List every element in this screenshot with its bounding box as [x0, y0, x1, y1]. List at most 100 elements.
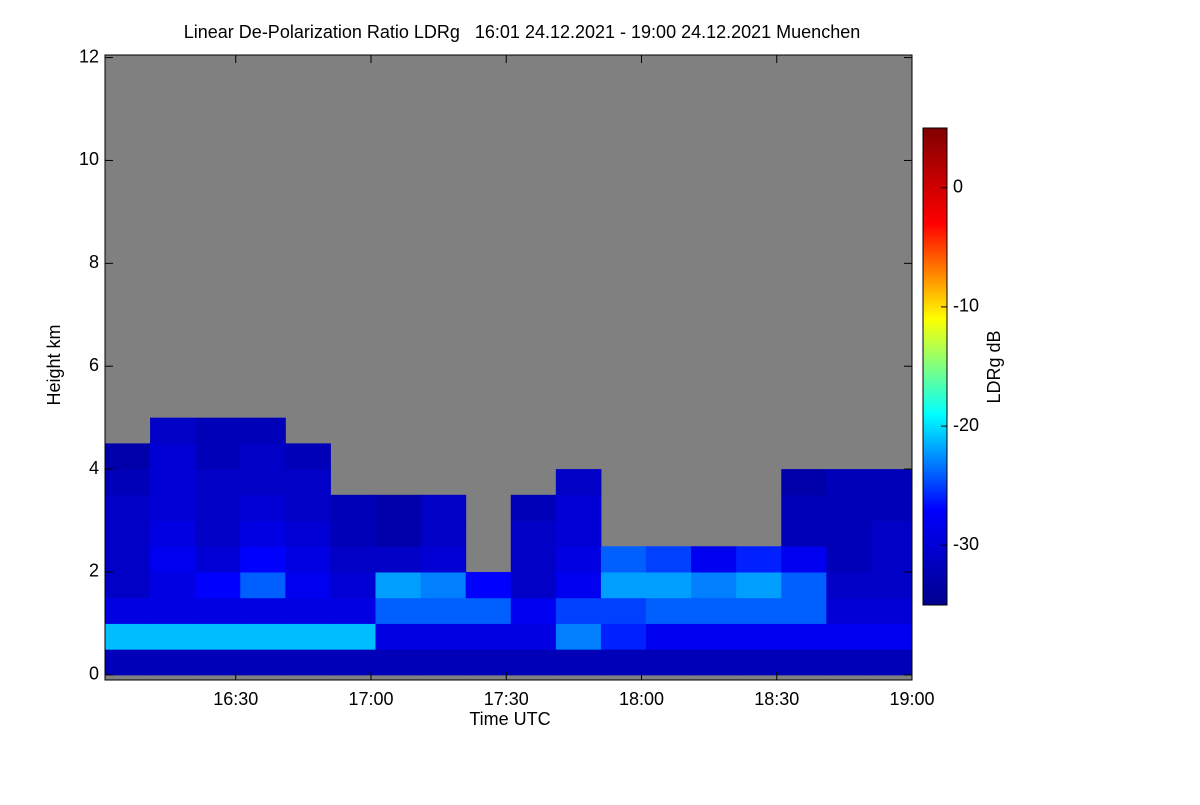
heatmap-cell — [330, 597, 377, 624]
heatmap-cell — [555, 494, 602, 522]
heatmap-cell — [105, 494, 151, 522]
colorbar-tick-label: 0 — [953, 176, 963, 196]
heatmap-cell — [150, 623, 196, 650]
heatmap-cell — [826, 623, 872, 650]
heatmap-cell — [150, 546, 196, 573]
heatmap-cell — [105, 443, 151, 470]
heatmap-cell — [600, 571, 647, 599]
heatmap-cell — [871, 597, 913, 624]
heatmap-cell — [465, 597, 512, 624]
heatmap-cell — [240, 546, 286, 573]
heatmap-cell — [871, 494, 913, 522]
heatmap-cell — [646, 649, 692, 676]
heatmap-cell — [510, 623, 557, 650]
heatmap-cell — [781, 597, 827, 624]
heatmap-cell — [781, 623, 827, 650]
heatmap-cell — [555, 649, 602, 676]
heatmap-cell — [555, 520, 602, 547]
heatmap-cell — [330, 571, 377, 599]
heatmap-cell — [871, 623, 913, 650]
heatmap-cell — [330, 494, 377, 522]
heatmap-cell — [781, 469, 827, 496]
colorbar-tick-label: -30 — [953, 534, 979, 554]
heatmap-cell — [195, 520, 241, 547]
heatmap-cell — [105, 623, 151, 650]
heatmap-cell — [691, 597, 737, 624]
heatmap-cell — [375, 649, 422, 676]
heatmap-cell — [871, 469, 913, 496]
heatmap-cell — [646, 597, 692, 624]
heatmap-cell — [285, 443, 331, 470]
heatmap-cell — [826, 520, 872, 547]
x-axis-label: Time UTC — [469, 709, 550, 729]
y-tick-label: 12 — [79, 46, 99, 66]
plot-frame — [104, 54, 913, 681]
heatmap-cell — [195, 546, 241, 573]
heatmap-cell — [150, 469, 196, 496]
heatmap-cell — [510, 597, 557, 624]
heatmap-cell — [510, 571, 557, 599]
heatmap-cell — [510, 520, 557, 547]
heatmap-cell — [600, 597, 647, 624]
heatmap-cell — [240, 469, 286, 496]
heatmap-cell — [375, 597, 422, 624]
x-tick-label: 17:30 — [484, 689, 529, 709]
heatmap-cell — [420, 546, 467, 573]
heatmap-cell — [285, 546, 331, 573]
heatmap-cell — [240, 494, 286, 522]
heatmap-cell — [600, 546, 647, 573]
heatmap-cell — [240, 417, 286, 444]
heatmap-cell — [150, 597, 196, 624]
chart-title: Linear De-Polarization Ratio LDRg 16:01 … — [184, 22, 860, 42]
heatmap-cell — [600, 649, 647, 676]
heatmap-cell — [240, 623, 286, 650]
heatmap-cell — [195, 649, 241, 676]
y-tick-label: 2 — [89, 561, 99, 581]
x-tick-label: 16:30 — [213, 689, 258, 709]
heatmap-cell — [555, 469, 602, 496]
heatmap-cell — [375, 546, 422, 573]
heatmap-cell — [330, 623, 377, 650]
colorbar-tick-label: -10 — [953, 296, 979, 316]
heatmap-cell — [420, 520, 467, 547]
heatmap-cell — [826, 494, 872, 522]
heatmap-cell — [285, 520, 331, 547]
heatmap-cell — [555, 571, 602, 599]
heatmap-cell — [555, 597, 602, 624]
heatmap-cell — [195, 443, 241, 470]
y-tick-label: 4 — [89, 458, 99, 478]
x-tick-label: 18:00 — [619, 689, 664, 709]
heatmap-cell — [465, 623, 512, 650]
x-tick-label: 17:00 — [348, 689, 393, 709]
heatmap-cell — [781, 546, 827, 573]
y-tick-label: 0 — [89, 664, 99, 684]
heatmap-cell — [555, 623, 602, 650]
heatmap-cell — [871, 520, 913, 547]
heatmap-cell — [781, 520, 827, 547]
heatmap-cell — [285, 623, 331, 650]
heatmap-cell — [375, 571, 422, 599]
heatmap-cell — [195, 417, 241, 444]
y-tick-label: 8 — [89, 252, 99, 272]
heatmap-cell — [240, 571, 286, 599]
heatmap-cell — [600, 623, 647, 650]
heatmap-cell — [420, 571, 467, 599]
heatmap-cell — [465, 571, 512, 599]
x-tick-label: 19:00 — [889, 689, 934, 709]
heatmap-cell — [691, 571, 737, 599]
heatmap-cell — [826, 649, 872, 676]
heatmap-cell — [240, 597, 286, 624]
heatmap-cell — [150, 494, 196, 522]
heatmap-cell — [375, 520, 422, 547]
heatmap-cell — [826, 469, 872, 496]
heatmap-cell — [105, 520, 151, 547]
heatmap-cell — [150, 571, 196, 599]
heatmap-cell — [195, 494, 241, 522]
heatmap-cell — [285, 571, 331, 599]
heatmap-cell — [781, 494, 827, 522]
heatmap-cell — [420, 623, 467, 650]
heatmap-cell — [646, 623, 692, 650]
heatmap-cell — [555, 546, 602, 573]
heatmap-cell — [375, 623, 422, 650]
